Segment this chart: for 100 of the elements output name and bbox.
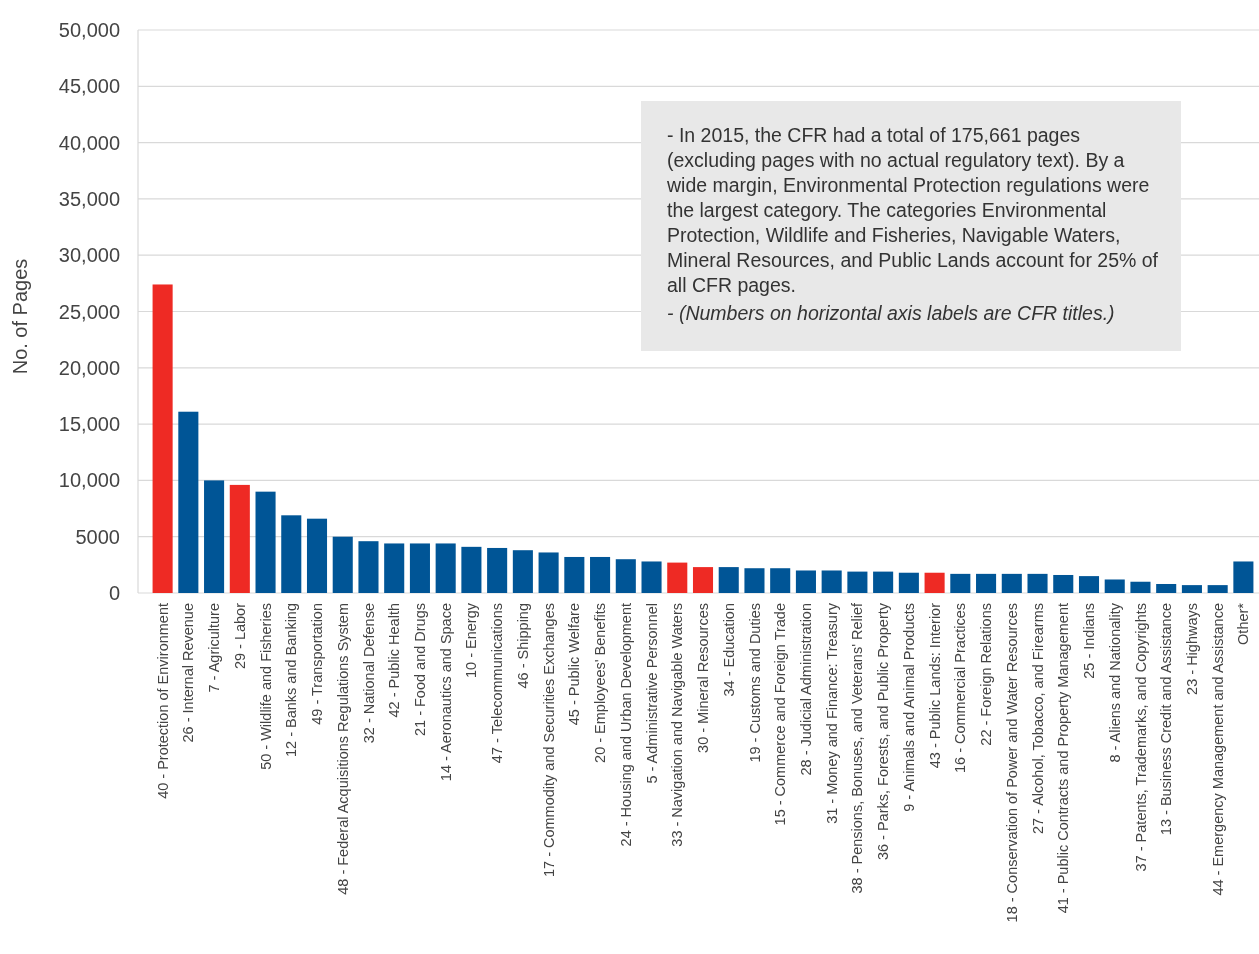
y-tick-label: 50,000 — [58, 19, 120, 41]
bar — [924, 572, 945, 593]
text-box: - In 2015, the CFR had a total of 175,661 pages (excluding pages with no actual regulatory text). By a wide margin, Environmental Protection regulations were the largest category. The categories Environmental Protection, Wildlife and Fisheries, Navigable Waters, Mineral Resources, and Public Lands account for 25% of all CFR pages. - (Numbers on horizontal axis labels are CFR titles.) — [641, 101, 1181, 351]
bar — [152, 284, 173, 593]
x-tick-label: 7 - Agriculture — [206, 603, 223, 693]
x-tick-label: 32 - National Defense — [360, 603, 377, 744]
bar — [358, 541, 379, 593]
x-tick-label: 12 - Banks and Banking — [283, 603, 300, 757]
x-tick-label: 29 - Labor — [231, 602, 248, 670]
bar — [435, 543, 456, 593]
bar — [204, 480, 225, 593]
y-tick-label: 35,000 — [58, 187, 120, 210]
bar — [1181, 585, 1202, 593]
x-tick-label: 27 - Alcohol, Tobacco, and Firearms — [1029, 603, 1046, 835]
x-tick-label: 15 - Commerce and Foreign Trade — [772, 603, 789, 826]
bar — [847, 571, 868, 593]
x-tick-label: 9 - Animals and Animal Products — [900, 603, 917, 812]
x-tick-label: 13 - Business Credit and Assistance — [1158, 603, 1175, 836]
x-tick-label: 42 - Public Health — [386, 603, 403, 718]
bar — [461, 546, 482, 593]
x-tick-label: 28 - Judicial Administration — [798, 603, 815, 776]
bar — [384, 543, 405, 593]
bar — [564, 556, 585, 593]
y-tick-label: 40,000 — [58, 131, 120, 154]
x-tick-label: 5 - Administrative Personnel — [643, 603, 660, 784]
bar — [512, 550, 533, 593]
bar — [1001, 573, 1022, 593]
x-tick-label: 16 - Commercial Practices — [952, 603, 969, 774]
x-tick-label: 20 - Employees' Benefits — [592, 603, 609, 763]
x-tick-label: 38 - Pensions, Bonuses, and Veterans' Relief — [849, 602, 866, 894]
y-tick-label: 30,000 — [58, 244, 120, 267]
x-tick-label: 25 - Indians — [1081, 603, 1098, 679]
y-axis-title: No. of Pages — [9, 258, 31, 375]
x-tick-label: 49 - Transportation — [309, 603, 326, 725]
x-tick-label: 33 - Navigation and Navigable Waters — [669, 603, 686, 847]
annotation: - In 2015, the CFR had a total of 175,661 pages (excluding pages with no actual regulatory text). By a wide margin, Environmental Protection regulations were the largest category. The categories Environmental Protection, Wildlife and Fisheries, Navigable Waters, Mineral Resources, and Public Lands account for 25% of all CFR pages. — [667, 123, 1160, 298]
x-tick-label: 43 - Public Lands: Interior — [926, 602, 943, 769]
bar — [770, 568, 791, 593]
bar — [744, 568, 765, 593]
bar — [950, 573, 971, 593]
x-tick-label: 30 - Mineral Resources — [695, 603, 712, 753]
x-tick-label: 44 - Emergency Management and Assistance — [1209, 603, 1226, 896]
x-tick-label: 23 - Highways — [1184, 603, 1200, 695]
bar — [255, 491, 276, 593]
bar — [332, 536, 353, 593]
x-tick-label: 18 - Conservation of Power and Water Resources — [1003, 603, 1020, 923]
x-tick-label: 10 - Energy — [463, 602, 480, 678]
bar — [1207, 585, 1228, 593]
y-tick-label: 10,000 — [58, 469, 120, 492]
bar — [615, 559, 636, 593]
bar — [898, 572, 919, 593]
x-tick-label: 34 - Education — [720, 603, 737, 697]
bar — [487, 547, 508, 593]
bar — [178, 411, 199, 593]
x-tick-label: 22 - Foreign Relations — [978, 603, 995, 746]
bar — [229, 484, 250, 593]
bar — [590, 556, 611, 593]
bar — [409, 543, 430, 593]
x-tick-label: 47 - Telecommunications — [489, 603, 506, 764]
y-tick-label: 25,000 — [58, 300, 120, 323]
y-tick-label: 0 — [108, 582, 120, 604]
x-tick-label: 36 - Parks, Forests, and Public Property — [875, 602, 892, 861]
bar — [976, 573, 997, 593]
bar — [641, 561, 662, 593]
x-tick-label: 48 - Federal Acquisitions Regulations System — [334, 603, 351, 895]
x-tick-label: 45 - Public Welfare — [566, 603, 583, 726]
bar — [1104, 579, 1125, 593]
x-tick-label: Other* — [1235, 602, 1252, 645]
bar — [306, 518, 328, 593]
x-tick-label: 14 - Aeronautics and Space — [437, 603, 454, 782]
x-tick-label: 24 - Housing and Urban Development — [617, 603, 634, 847]
x-tick-label: 31 - Money and Finance: Treasury — [823, 602, 840, 824]
x-tick-label: 19 - Customs and Duties — [746, 603, 763, 763]
x-tick-label: 40 - Protection of Environment — [154, 603, 171, 799]
bar — [1130, 581, 1151, 593]
bar — [718, 567, 739, 593]
annotation: - (Numbers on horizontal axis labels are CFR titles.) — [667, 301, 1116, 326]
bar — [692, 567, 714, 593]
x-tick-label: 46 - Shipping — [514, 603, 531, 689]
bar — [281, 515, 302, 593]
y-tick-label: 5000 — [75, 525, 120, 548]
bar — [667, 562, 688, 593]
bar — [1053, 574, 1074, 593]
x-tick-label: 41 - Public Contracts and Property Management — [1055, 603, 1072, 914]
bar — [1156, 583, 1177, 593]
y-tick-label: 20,000 — [58, 356, 120, 379]
x-tick-label: 21 - Food and Drugs — [412, 603, 429, 736]
x-tick-label: 17 - Commodity and Securities Exchanges — [540, 603, 557, 878]
bar — [795, 570, 816, 593]
x-tick-label: 8 - Aliens and Nationality — [1106, 602, 1123, 763]
bar — [821, 570, 842, 593]
bar — [538, 552, 559, 593]
bar — [1027, 573, 1048, 593]
bar — [873, 571, 894, 593]
y-tick-label: 15,000 — [58, 413, 120, 436]
y-tick-label: 45,000 — [58, 75, 120, 98]
bar — [1078, 576, 1100, 593]
x-tick-label: 37 - Patents, Trademarks, and Copyrights — [1132, 603, 1149, 872]
x-tick-label: 50 - Wildlife and Fisheries — [257, 603, 274, 770]
x-tick-label: 26 - Internal Revenue — [180, 603, 197, 743]
